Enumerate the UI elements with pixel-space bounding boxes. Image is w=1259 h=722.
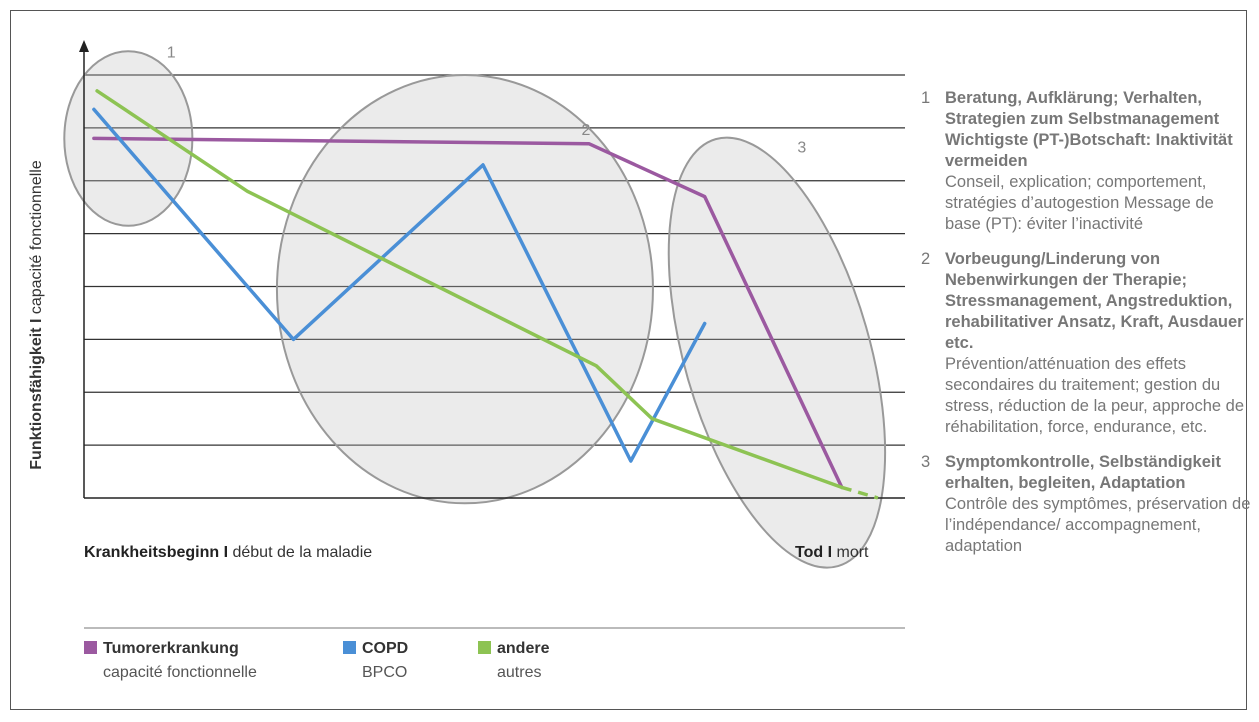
- y-axis-label-rest: capacité fonctionnelle: [28, 160, 45, 318]
- annotation-ellipse-2: [275, 73, 654, 505]
- x-axis-start-label: Krankheitsbeginn I début de la maladie: [84, 544, 372, 562]
- legend-item-andere: andere autres: [478, 640, 549, 682]
- y-axis-label: Funktionsfähigkeit I capacité fonctionne…: [28, 160, 45, 470]
- note-number: 2: [921, 250, 931, 268]
- legend-label-fr: capacité fonctionnelle: [103, 664, 257, 681]
- annotation-labels: 1 2 3: [167, 45, 807, 157]
- legend-label-de: andere: [497, 640, 550, 657]
- legend-label-de: Tumorerkrankung: [103, 640, 239, 657]
- x-start-bold: Krankheitsbeginn I: [84, 544, 229, 561]
- note-1: 1 Beratung, Aufklärung; Verhalten, Strat…: [921, 88, 1251, 235]
- note-text-fr: Contrôle des symptômes, préservation de …: [945, 495, 1251, 555]
- annotation-label-2: 2: [582, 122, 591, 139]
- annotation-label-1: 1: [167, 45, 176, 62]
- series-line-copd: [92, 107, 707, 463]
- divider: [84, 627, 905, 629]
- svg-text:Funktionsfähigkeit I capacité: Funktionsfähigkeit I capacité fonctionne…: [28, 160, 45, 470]
- legend-swatch-andere: [478, 641, 491, 654]
- y-axis-arrow: [79, 40, 89, 52]
- note-text-fr: Prévention/atténuation des effets second…: [945, 355, 1245, 436]
- legend-swatch-copd: [343, 641, 356, 654]
- series-lines: [92, 89, 879, 500]
- annotation-label-3: 3: [797, 140, 806, 157]
- legend-label-fr: BPCO: [362, 664, 408, 681]
- figure-frame: [10, 10, 1247, 710]
- note-text-de: Symptomkontrolle, Selbständigkeit erhalt…: [945, 453, 1221, 492]
- note-number: 3: [921, 453, 931, 471]
- y-axis-label-bold: Funktionsfähigkeit I: [28, 319, 45, 470]
- note-number: 1: [921, 89, 931, 107]
- legend-label-fr: autres: [497, 664, 542, 681]
- series-line-andere: [95, 89, 844, 490]
- x-end-rest: mort: [836, 544, 869, 561]
- note-3: 3 Symptomkontrolle, Selbständigkeit erha…: [921, 452, 1251, 557]
- legend-item-copd: COPD BPCO: [343, 640, 408, 682]
- legend-item-tumor: Tumorerkrankung capacité fonctionnelle: [84, 640, 257, 682]
- legend-swatch-tumor: [84, 641, 97, 654]
- annotation-ellipses: [63, 50, 887, 569]
- series-line-andere-dashed: [841, 485, 879, 500]
- note-text-de: Beratung, Aufklärung; Verhalten, Strateg…: [945, 89, 1233, 170]
- note-text-fr: Conseil, explication; comportement, stra…: [945, 173, 1214, 233]
- series-line-tumorerkrankung: [92, 136, 844, 490]
- note-text-de: Vorbeugung/Linderung von Nebenwirkungen …: [945, 250, 1244, 352]
- x-axis-end-label: Tod I mort: [795, 544, 868, 562]
- note-2: 2 Vorbeugung/Linderung von Nebenwirkunge…: [921, 249, 1251, 438]
- notes-panel: 1 Beratung, Aufklärung; Verhalten, Strat…: [921, 88, 1251, 571]
- axes: [79, 40, 905, 499]
- x-end-bold: Tod I: [795, 544, 833, 561]
- grid: [84, 74, 905, 446]
- legend-label-de: COPD: [362, 640, 409, 657]
- x-start-rest: début de la maladie: [232, 544, 373, 561]
